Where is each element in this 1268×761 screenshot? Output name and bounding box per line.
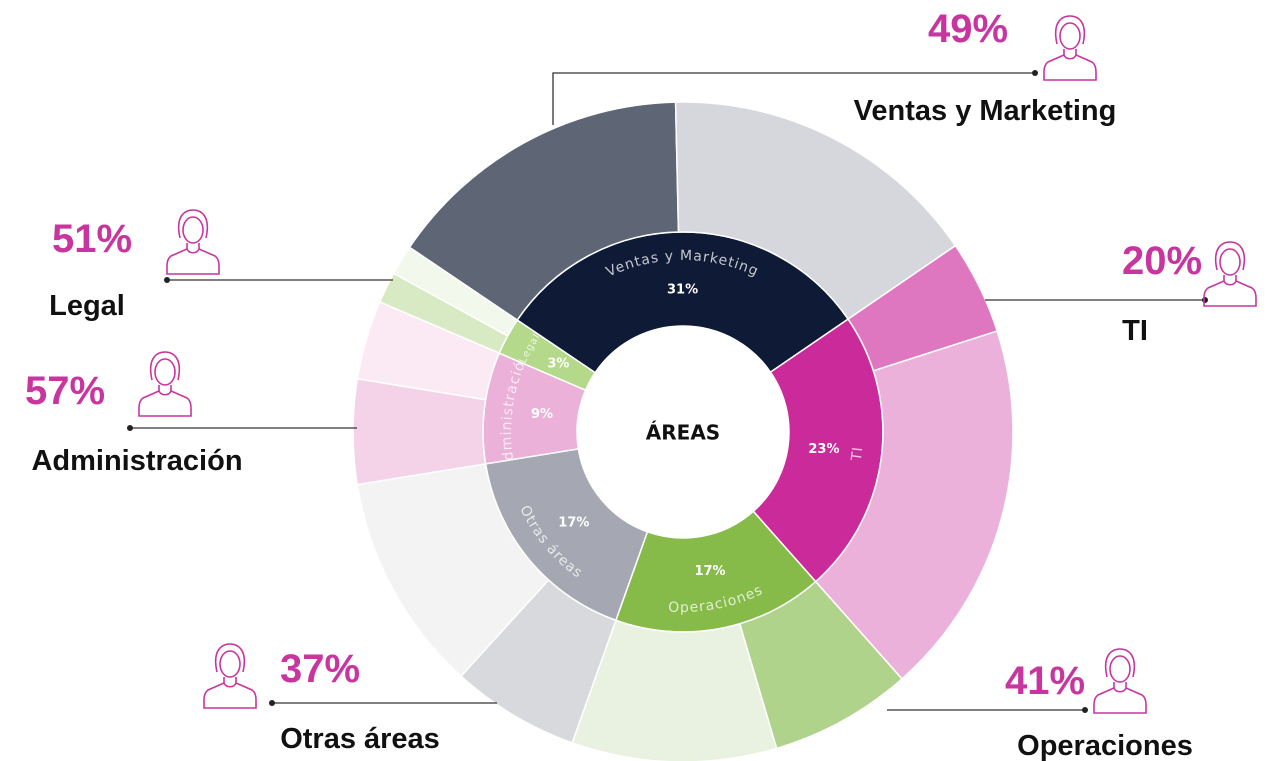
annotation-name: Administración bbox=[31, 445, 242, 477]
woman-icon bbox=[1043, 15, 1097, 81]
outer-segment-rest bbox=[674, 101, 957, 321]
annotation-percent: 49% bbox=[928, 7, 1008, 51]
woman-icon bbox=[138, 351, 192, 417]
leader-dot bbox=[1082, 707, 1088, 713]
annotation-percent: 41% bbox=[1005, 659, 1085, 703]
annotation-name: Operaciones bbox=[1017, 730, 1193, 761]
leader-dot bbox=[1032, 70, 1038, 76]
segment-name-path: TI bbox=[849, 446, 866, 463]
annotation-percent: 51% bbox=[52, 217, 132, 261]
annotation-percent: 37% bbox=[280, 647, 360, 691]
segment-value-label: 9% bbox=[531, 407, 553, 422]
annotation-name: Legal bbox=[49, 290, 125, 322]
segment-value-label: 23% bbox=[808, 442, 839, 457]
annotation-name: Otras áreas bbox=[280, 723, 440, 755]
leader-dot bbox=[1202, 297, 1208, 303]
leader-line bbox=[552, 72, 1035, 125]
leader-dot bbox=[164, 277, 170, 283]
leader-dot bbox=[127, 425, 133, 431]
outer-segment-rest bbox=[814, 330, 1014, 680]
annotation-name: TI bbox=[1122, 315, 1148, 347]
annotation-name: Ventas y Marketing bbox=[854, 95, 1117, 127]
annotation-percent: 20% bbox=[1122, 239, 1202, 283]
woman-icon bbox=[1203, 241, 1257, 307]
woman-icon bbox=[203, 643, 257, 709]
annotation-percent: 57% bbox=[25, 369, 105, 413]
segment-value-label: 3% bbox=[547, 356, 569, 371]
segment-value-label: 31% bbox=[667, 283, 698, 298]
center-label: ÁREAS bbox=[646, 421, 720, 445]
outer-segment-rest bbox=[392, 246, 519, 337]
segment-name: TI bbox=[849, 446, 867, 463]
segment-value-label: 17% bbox=[694, 564, 725, 579]
sunburst bbox=[352, 101, 1014, 761]
woman-icon bbox=[166, 209, 220, 275]
woman-icon bbox=[1093, 648, 1147, 714]
leader-dot bbox=[269, 700, 275, 706]
segment-value-label: 17% bbox=[558, 515, 589, 530]
